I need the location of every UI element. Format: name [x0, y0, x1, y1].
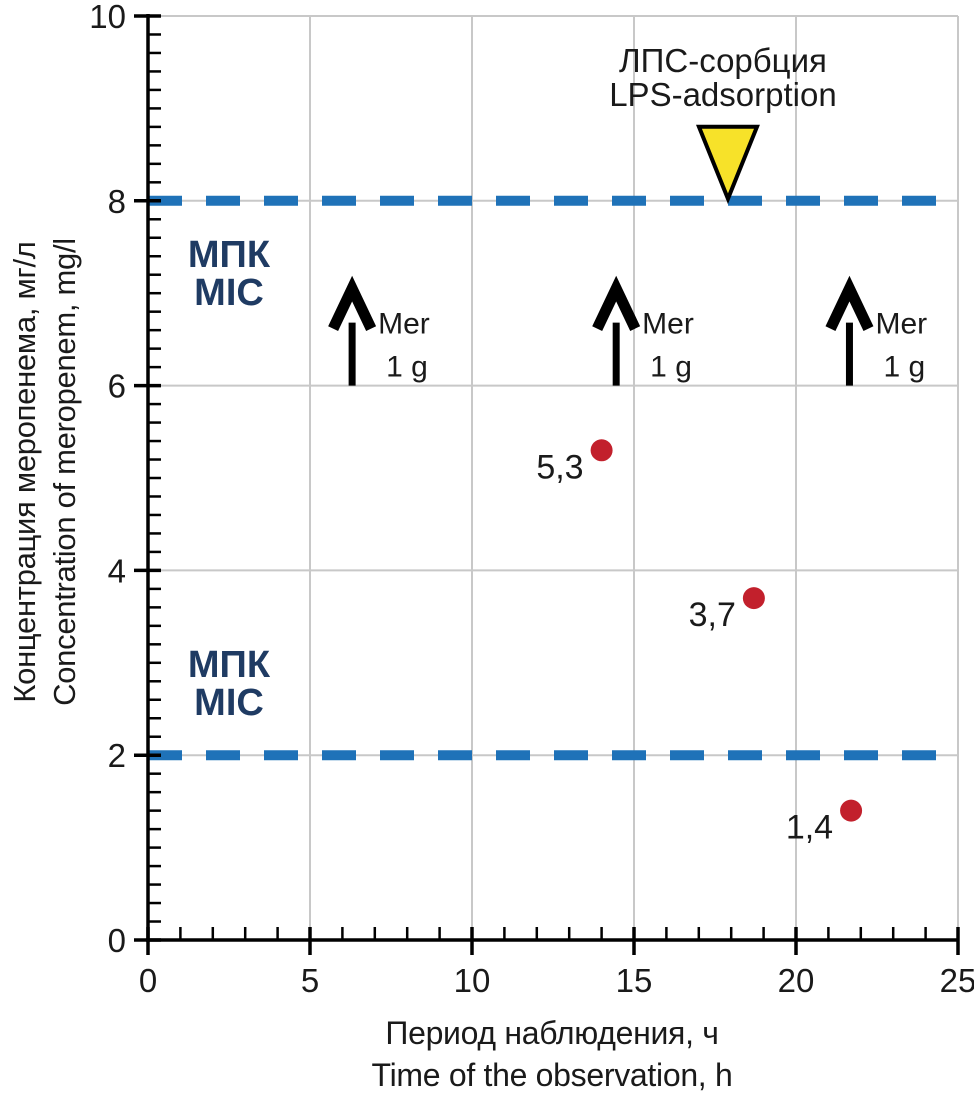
dose-arrow-head-icon — [592, 275, 641, 331]
data-point — [590, 439, 613, 462]
dose-arrow-label: Mer — [642, 308, 694, 341]
y-tick-label: 0 — [108, 922, 126, 959]
y-tick-label: 4 — [108, 552, 126, 589]
x-axis-title-ru: Период наблюдения, ч — [385, 1015, 719, 1051]
data-point-label: 1,4 — [786, 809, 833, 847]
data-point — [742, 587, 765, 610]
mic-label: МПК — [188, 234, 271, 276]
x-tick-label: 20 — [778, 962, 815, 999]
y-tick-label: 8 — [108, 183, 126, 220]
dose-arrow-label: Mer — [378, 308, 430, 341]
dose-arrow-head-icon — [825, 275, 874, 331]
dose-arrow-label: 1 g — [883, 351, 925, 384]
x-tick-label: 10 — [454, 962, 491, 999]
event-marker-label: ЛПС-сорбция — [619, 42, 827, 79]
dose-arrow-head-icon — [328, 275, 377, 331]
x-tick-label: 25 — [940, 962, 974, 999]
data-point-label: 3,7 — [689, 596, 736, 634]
data-point — [840, 799, 863, 822]
y-axis-title-ru: Концентрация меропенема, мг/л — [7, 241, 42, 703]
event-marker-label: LPS-adsorption — [609, 76, 836, 113]
mic-label: MIC — [194, 272, 264, 314]
data-point-label: 5,3 — [536, 448, 583, 486]
y-tick-label: 10 — [89, 0, 126, 35]
x-axis-title-en: Time of the observation, h — [371, 1057, 733, 1093]
dose-arrow-label: Mer — [875, 308, 927, 341]
x-tick-label: 0 — [139, 962, 157, 999]
x-tick-label: 5 — [301, 962, 319, 999]
y-tick-label: 6 — [108, 368, 126, 405]
x-tick-label: 15 — [616, 962, 653, 999]
dose-arrow-label: 1 g — [650, 351, 692, 384]
y-tick-label: 2 — [108, 737, 126, 774]
x-axis-title: Период наблюдения, ч Time of the observa… — [372, 1012, 733, 1096]
y-axis-title-en: Concentration of meropenem, mg/l — [47, 238, 82, 706]
mic-label: МПК — [188, 644, 271, 686]
lps-adsorption-triangle-icon — [695, 124, 760, 205]
dose-arrow-label: 1 g — [386, 351, 428, 384]
mic-label: MIC — [194, 682, 264, 724]
y-axis-title: Концентрация меропенема, мг/л Concentrat… — [5, 238, 85, 706]
